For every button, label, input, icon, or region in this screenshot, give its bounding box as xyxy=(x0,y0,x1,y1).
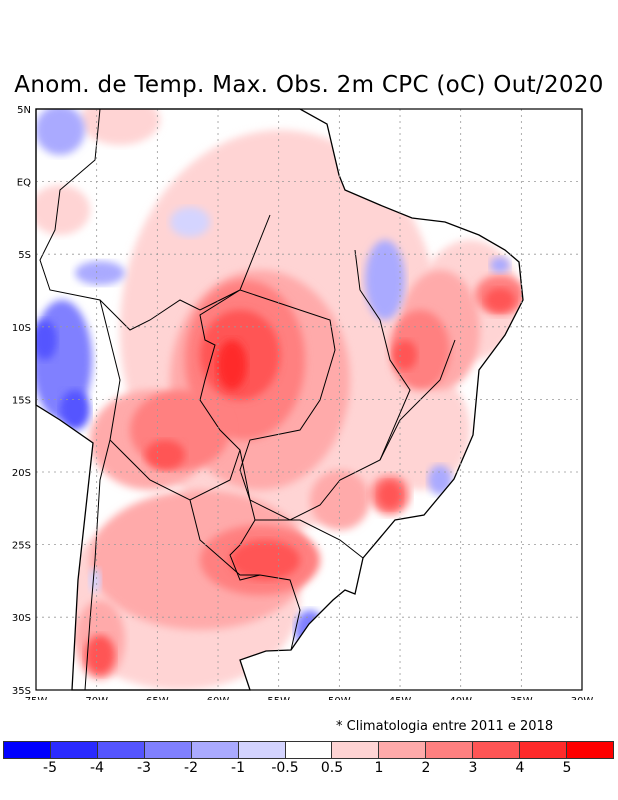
colorbar-swatch xyxy=(285,742,333,758)
warm-anomaly-area xyxy=(370,370,470,490)
lat-tick-label: 30S xyxy=(12,613,31,624)
warm-anomaly-area xyxy=(485,288,515,312)
colorbar-swatch xyxy=(4,742,51,758)
colorbar-swatch xyxy=(567,742,613,758)
lon-tick-label: 65W xyxy=(146,696,169,700)
cold-anomaly-area xyxy=(490,257,510,273)
colorbar-label: 3 xyxy=(468,760,478,776)
lat-tick-label: 10S xyxy=(12,323,31,334)
cold-anomaly-area xyxy=(89,568,101,592)
colorbar-label: 0.5 xyxy=(320,760,344,776)
colorbar-label: -2 xyxy=(184,760,198,776)
anomaly-map: 5N EQ 5S 10S 15S 20S 25S 30S 35S 75W 70W 65W 60W 55W… xyxy=(12,105,594,700)
colorbar-label: -4 xyxy=(90,760,104,776)
paraguay-border xyxy=(189,499,260,576)
cold-anomaly-area xyxy=(36,320,57,360)
lon-tick-label: 45W xyxy=(389,696,412,700)
climatology-note: * Climatologia entre 2011 e 2018 xyxy=(336,719,554,734)
lat-tick-label: EQ xyxy=(17,178,31,189)
warm-anomaly-area xyxy=(310,470,370,530)
colorbar-swatch xyxy=(379,742,427,758)
lon-tick-label: 70W xyxy=(85,696,108,700)
colorbar-swatch xyxy=(473,742,521,758)
gridlines xyxy=(36,109,582,690)
state-borders xyxy=(239,214,456,521)
cold-anomaly-area xyxy=(75,261,125,285)
lat-tick-label: 35S xyxy=(12,686,31,697)
colorbar-swatch xyxy=(238,742,286,758)
lat-tick-label: 25S xyxy=(12,541,31,552)
lon-tick-label: 30W xyxy=(571,696,594,700)
warm-anomaly-area xyxy=(378,481,402,509)
colorbar-swatch xyxy=(426,742,474,758)
lon-tick-label: 35W xyxy=(510,696,533,700)
colorbar-label: -1 xyxy=(231,760,245,776)
political-borders xyxy=(35,108,524,691)
lat-tick-label: 5S xyxy=(18,250,31,261)
colorbar-swatch xyxy=(332,742,380,758)
colorbar-label: -0.5 xyxy=(271,760,299,776)
colorbar xyxy=(3,741,614,759)
colorbar-swatch xyxy=(144,742,192,758)
cold-anomaly-area xyxy=(170,207,210,237)
cold-anomaly-area xyxy=(365,240,405,320)
colorbar-label: 1 xyxy=(374,760,384,776)
bolivia-border xyxy=(99,299,241,501)
warm-anomaly-area xyxy=(85,635,115,675)
lon-tick-label: 75W xyxy=(25,696,48,700)
lon-tick-label: 50W xyxy=(328,696,351,700)
colorbar-swatch xyxy=(520,742,568,758)
map-title: Anom. de Temp. Max. Obs. 2m CPC (oC) Out… xyxy=(14,72,604,98)
warm-anomaly-area xyxy=(36,185,90,235)
cold-anomaly-area xyxy=(36,109,85,155)
warm-anomaly-area xyxy=(393,340,417,370)
colorbar-label: -3 xyxy=(137,760,151,776)
brazil-border xyxy=(39,108,301,651)
colorbar-swatch xyxy=(97,742,145,758)
warm-anomaly-area xyxy=(145,440,185,470)
warm-anomaly-area xyxy=(80,109,160,145)
colorbar-label: 4 xyxy=(515,760,525,776)
colorbar-label: -5 xyxy=(43,760,57,776)
state-borders-2 xyxy=(354,249,411,461)
cold-anomaly-area xyxy=(60,390,90,430)
colorbar-swatch xyxy=(50,742,98,758)
colorbar-swatch xyxy=(191,742,239,758)
state-borders-3 xyxy=(255,519,364,559)
lon-tick-label: 60W xyxy=(207,696,230,700)
warm-anomaly-area xyxy=(217,340,247,390)
colorbar-label: 5 xyxy=(562,760,572,776)
map-frame xyxy=(35,108,583,691)
lat-tick-label: 5N xyxy=(17,105,31,116)
anomaly-field xyxy=(36,109,523,690)
cold-anomaly-area xyxy=(428,465,452,495)
lat-tick-label: 15S xyxy=(12,395,31,406)
lon-tick-label: 55W xyxy=(267,696,290,700)
lon-tick-label: 40W xyxy=(449,696,472,700)
warm-anomaly-area xyxy=(230,540,300,580)
colorbar-label: 2 xyxy=(421,760,431,776)
argentina-chile-border xyxy=(84,439,111,691)
lat-tick-label: 20S xyxy=(12,468,31,479)
